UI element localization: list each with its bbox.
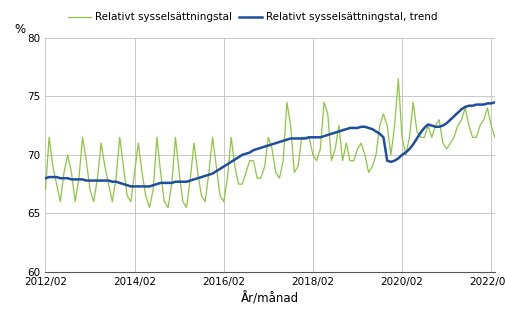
Relativt sysselsättningstal bbox=[191, 141, 197, 145]
Relativt sysselsättningstal, trend bbox=[291, 137, 297, 140]
Relativt sysselsättningstal, trend bbox=[42, 176, 48, 180]
Relativt sysselsättningstal, trend bbox=[191, 178, 197, 181]
Legend: Relativt sysselsättningstal, Relativt sysselsättningstal, trend: Relativt sysselsättningstal, Relativt sy… bbox=[64, 8, 441, 26]
Relativt sysselsättningstal, trend bbox=[492, 100, 498, 104]
Relativt sysselsättningstal bbox=[466, 124, 472, 128]
Relativt sysselsättningstal bbox=[484, 106, 490, 110]
Relativt sysselsättningstal bbox=[291, 170, 297, 174]
Line: Relativt sysselsättningstal: Relativt sysselsättningstal bbox=[45, 79, 495, 207]
Text: %: % bbox=[14, 22, 25, 36]
Relativt sysselsättningstal, trend bbox=[150, 183, 156, 187]
Line: Relativt sysselsättningstal, trend: Relativt sysselsättningstal, trend bbox=[45, 102, 495, 186]
Relativt sysselsättningstal, trend bbox=[481, 103, 487, 106]
Relativt sysselsättningstal, trend bbox=[128, 185, 134, 188]
Relativt sysselsättningstal bbox=[42, 188, 48, 192]
Relativt sysselsättningstal bbox=[332, 147, 338, 151]
X-axis label: År/månad: År/månad bbox=[241, 292, 299, 306]
Relativt sysselsättningstal bbox=[492, 135, 498, 139]
Relativt sysselsättningstal bbox=[150, 188, 156, 192]
Relativt sysselsättningstal bbox=[395, 77, 401, 81]
Relativt sysselsättningstal, trend bbox=[332, 131, 338, 135]
Relativt sysselsättningstal, trend bbox=[462, 105, 468, 109]
Relativt sysselsättningstal bbox=[146, 205, 153, 209]
